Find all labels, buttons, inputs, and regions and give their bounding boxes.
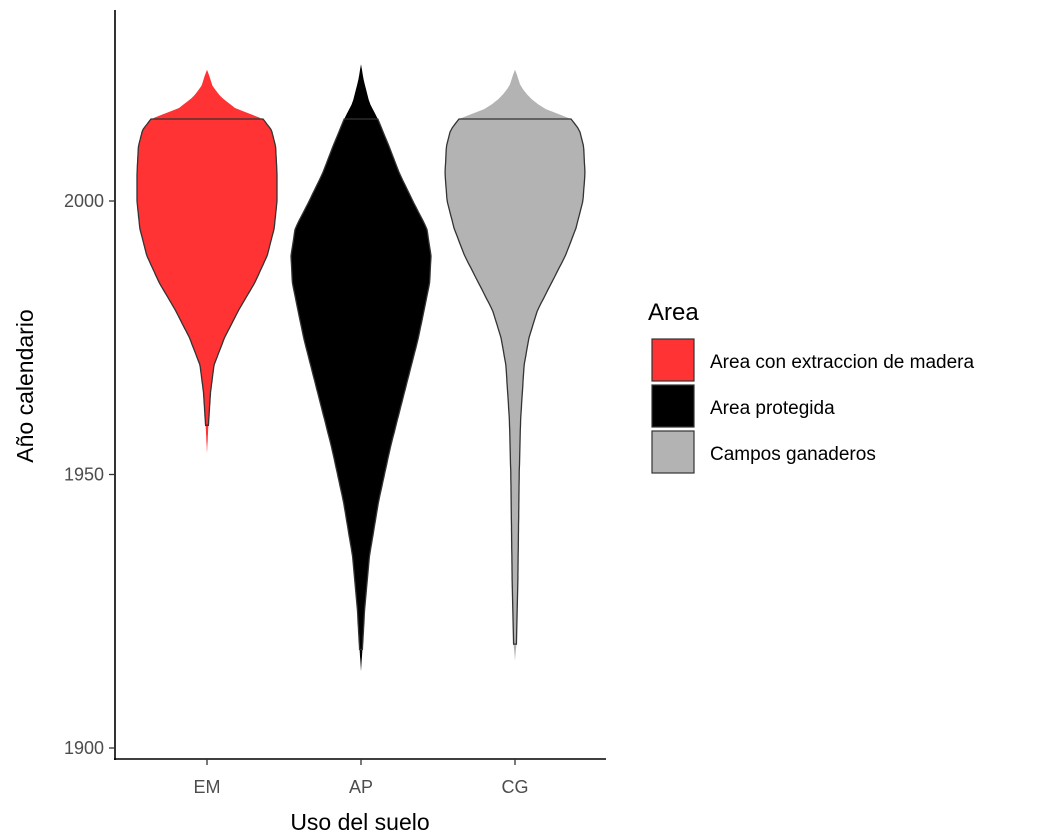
legend-swatch-em — [651, 338, 695, 382]
violin-cg — [444, 118, 586, 645]
x-ticks-group: EM AP CG — [194, 759, 529, 797]
legend-swatch-cg — [651, 430, 695, 474]
x-tick-label-cg: CG — [502, 777, 529, 797]
legend-title: Area — [648, 299, 699, 326]
y-ticks-group: 1900 1950 2000 — [64, 191, 115, 758]
legend-label-em: Area con extraccion de madera — [710, 352, 974, 373]
y-axis-title: Año calendario — [12, 309, 38, 462]
y-tick-label: 1900 — [64, 738, 104, 758]
violin-ap — [290, 118, 432, 651]
violin-em — [136, 118, 278, 426]
x-tick-label-ap: AP — [349, 777, 373, 797]
y-tick-label: 1950 — [64, 465, 104, 485]
violins-group — [136, 64, 586, 672]
legend-label-cg: Campos ganaderos — [710, 444, 876, 465]
x-tick-label-em: EM — [194, 777, 221, 797]
legend-swatch-ap — [651, 384, 695, 428]
x-axis-title: Uso del suelo — [290, 809, 429, 835]
y-tick-label: 2000 — [64, 191, 104, 211]
legend-label-ap: Area protegida — [710, 398, 835, 419]
legend: Area Area con extraccion de madera Area … — [648, 299, 974, 474]
